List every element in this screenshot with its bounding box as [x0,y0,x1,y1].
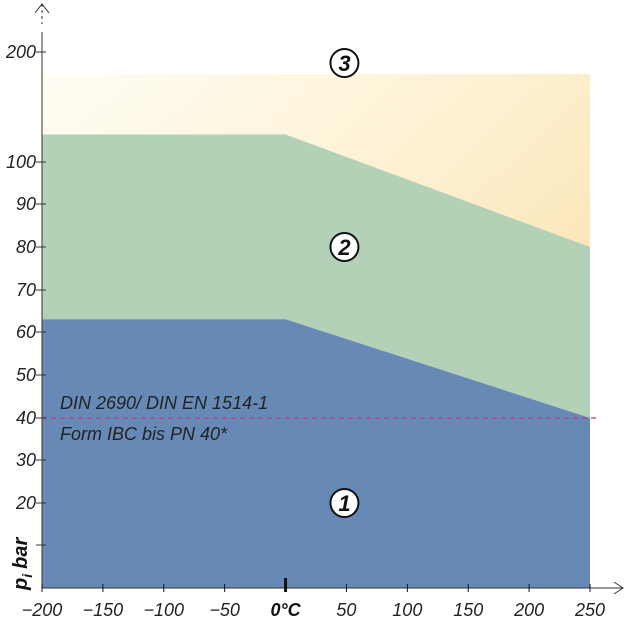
region-zone-1 [42,319,590,588]
x-tick-label: −150 [83,600,124,620]
y-tick-label: 100 [6,152,36,172]
x-tick-label: 100 [392,600,422,620]
x-tick-label: 200 [513,600,544,620]
y-label-unit: bar [10,537,32,569]
y-tick-label: 90 [16,194,36,214]
tick-labels: 20 30 40 50 60 70 80 90 100 200 −200 −150 −100 −50 0°C… [5,42,605,620]
y-tick-label: 80 [16,237,36,257]
x-tick-label: 0°C [270,600,301,620]
x-tick-label: −200 [22,600,63,620]
y-tick-label: 30 [16,450,36,470]
zone-badge-circle [329,488,360,518]
zone-badge-circle [329,232,360,262]
y-axis-arrow-icon [34,3,50,14]
zone-label-3: 3 [338,51,350,76]
y-label-symbol: p [10,578,32,591]
annotation-form: Form IBC bis PN 40* [60,424,228,444]
axes [34,3,624,595]
regions [42,74,590,588]
y-tick-label: 200 [5,42,36,62]
y-tick-label: 60 [16,322,36,342]
x-tick-label: 150 [453,600,483,620]
x-tick-label: −50 [209,600,240,620]
zone-badge-circle [329,48,360,78]
y-tick-label: 70 [16,280,36,300]
annotation-standard: DIN 2690/ DIN EN 1514-1 [60,393,268,413]
zone-label-1: 1 [338,491,350,516]
y-tick-label: 40 [16,408,36,428]
x-tick-label: 250 [574,600,605,620]
x-tick-label: 50 [336,600,356,620]
zone-label-2: 2 [337,235,351,260]
x-axis-arrow-icon [613,581,624,595]
svg-text:pibar: pi bar [10,537,35,591]
zone-labels: 3 2 1 [329,48,360,518]
y-axis-label: pi bar [10,537,35,591]
annotation-group: DIN 2690/ DIN EN 1514-1 Form IBC bis PN … [60,393,268,444]
y-tick-label: 20 [15,493,36,513]
x-tick-label: −100 [144,600,185,620]
y-tick-label: 50 [16,365,36,385]
y-label-subscript: i [19,573,35,578]
